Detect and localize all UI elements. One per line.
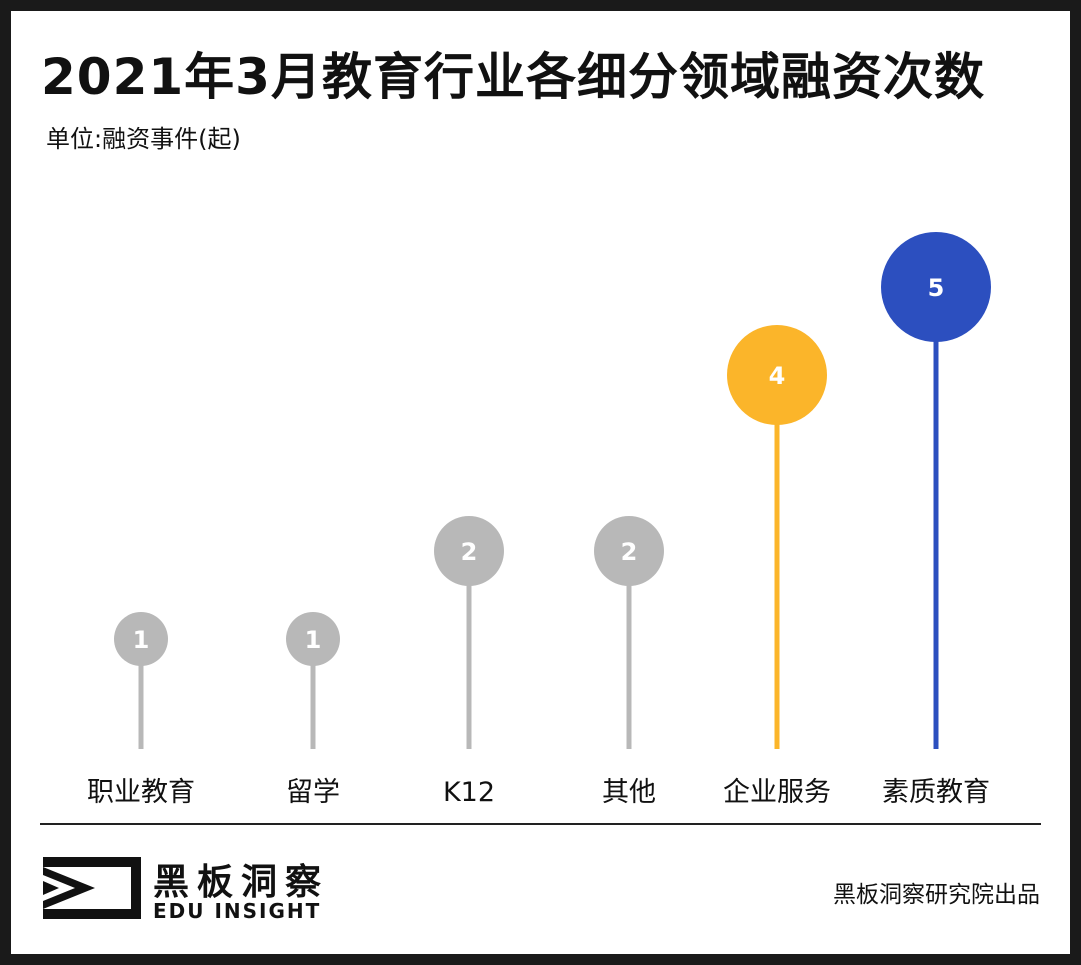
lollipop-chart: 1 职业教育 1 留学 2 K12 2 其他 4 企业服务 5 素质教育 bbox=[87, 232, 991, 808]
category-label: K12 bbox=[443, 777, 495, 808]
lollipop-head bbox=[286, 612, 340, 666]
category-label: 留学 bbox=[286, 777, 340, 808]
lollipop-head bbox=[727, 325, 827, 425]
logo-text-en: EDU INSIGHT bbox=[153, 899, 322, 923]
chart-unit-label: 单位:融资事件(起) bbox=[46, 125, 241, 153]
lollipop-head bbox=[594, 516, 664, 586]
data-label: 2 bbox=[461, 538, 478, 566]
credit-text: 黑板洞察研究院出品 bbox=[833, 882, 1040, 908]
lollipop-head bbox=[114, 612, 168, 666]
data-label: 2 bbox=[621, 538, 638, 566]
lollipop-head bbox=[434, 516, 504, 586]
data-label: 5 bbox=[928, 274, 945, 302]
data-label: 1 bbox=[133, 626, 150, 654]
logo-text-cn: 黑板洞察 bbox=[153, 862, 330, 903]
lollipop-head bbox=[881, 232, 991, 342]
category-label: 素质教育 bbox=[882, 777, 990, 808]
chart-title: 2021年3月教育行业各细分领域融资次数 bbox=[41, 48, 985, 106]
category-label: 其他 bbox=[602, 777, 656, 808]
category-label: 职业教育 bbox=[87, 777, 195, 808]
footer-divider bbox=[40, 823, 1041, 825]
chart-frame: 2021年3月教育行业各细分领域融资次数 单位:融资事件(起) 1 职业教育 1 留学… bbox=[11, 11, 1070, 954]
eye-frame-icon bbox=[43, 857, 141, 919]
data-label: 1 bbox=[305, 626, 322, 654]
category-label: 企业服务 bbox=[723, 777, 831, 808]
data-label: 4 bbox=[769, 362, 786, 390]
